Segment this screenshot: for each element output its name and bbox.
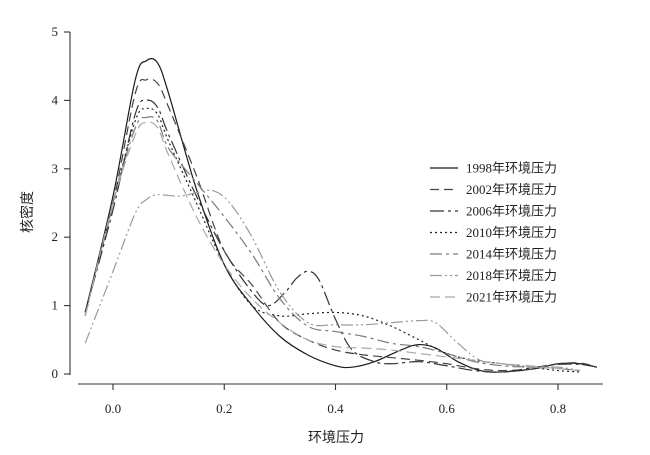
x-axis-title: 环境压力 xyxy=(308,430,364,446)
legend: 1998年环境压力 2002年环境压力 2006年环境压力 2010年环境压力 2014… xyxy=(430,161,557,305)
x-tick-label: 0.8 xyxy=(550,401,566,416)
series-line-2 xyxy=(84,99,598,373)
y-tick-label: 1 xyxy=(52,298,59,313)
x-tick-label: 0.0 xyxy=(105,401,121,416)
series-line-4 xyxy=(84,116,581,372)
series-line-3 xyxy=(84,107,581,373)
legend-label: 2010年环境压力 xyxy=(466,225,557,240)
x-tick-label: 0.4 xyxy=(327,401,344,416)
y-axis-title: 核密度 xyxy=(19,191,36,233)
y-tick-label: 4 xyxy=(52,92,59,107)
legend-label: 2018年环境压力 xyxy=(466,268,557,283)
y-tick-label: 3 xyxy=(52,161,59,176)
legend-label: 2014年环境压力 xyxy=(466,247,557,262)
legend-label: 2002年环境压力 xyxy=(466,182,557,197)
y-tick-label: 0 xyxy=(52,366,59,381)
legend-label: 1998年环境压力 xyxy=(466,161,557,176)
axes xyxy=(69,32,603,385)
y-tick-label: 5 xyxy=(52,24,59,39)
legend-label: 2006年环境压力 xyxy=(466,204,557,219)
x-tick-label: 0.6 xyxy=(439,401,456,416)
legend-label: 2021年环境压力 xyxy=(466,290,557,305)
x-tick-label: 0.2 xyxy=(216,401,232,416)
x-ticks: 0.0 0.2 0.4 0.6 0.8 xyxy=(105,384,566,416)
series-lines xyxy=(84,58,598,373)
y-ticks: 0 1 2 3 4 5 xyxy=(52,24,70,381)
y-tick-label: 2 xyxy=(52,229,59,244)
